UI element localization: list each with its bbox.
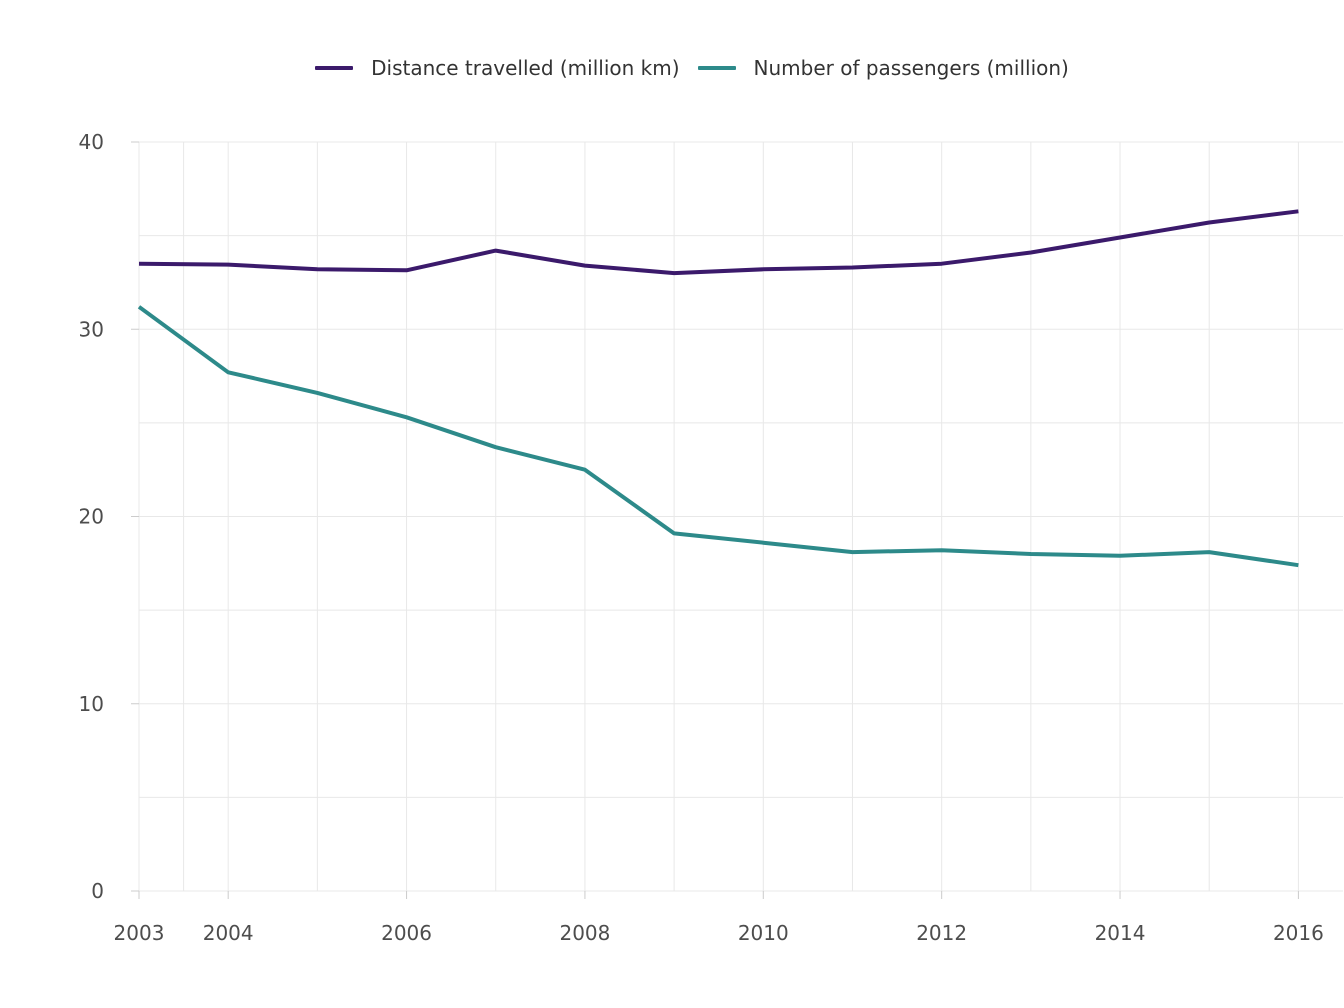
x-tick-label: 2008 [559, 921, 610, 945]
legend-swatch-passengers [697, 66, 736, 70]
x-tick-label: 2003 [114, 921, 165, 945]
legend-swatch-distance [315, 66, 354, 70]
x-tick-label: 2006 [381, 921, 432, 945]
x-tick-label: 2016 [1273, 921, 1324, 945]
y-tick-label: 30 [79, 317, 104, 341]
y-tick-label: 10 [79, 692, 104, 716]
x-tick-label: 2010 [738, 921, 789, 945]
y-tick-label: 20 [79, 505, 104, 529]
legend-label-distance: Distance travelled (million km) [371, 56, 680, 80]
y-tick-label: 0 [91, 879, 104, 903]
x-tick-label: 2012 [916, 921, 967, 945]
series-line-0 [138, 209, 1299, 276]
legend-item-passengers: Number of passengers (million) [697, 56, 1069, 80]
legend: Distance travelled (million km) Number o… [0, 56, 1344, 80]
series-line-1 [137, 305, 1299, 568]
legend-label-passengers: Number of passengers (million) [753, 56, 1069, 80]
x-tick-label: 2004 [203, 921, 254, 945]
y-tick-label: 40 [79, 130, 104, 154]
x-tick-label: 2014 [1095, 921, 1146, 945]
legend-item-distance: Distance travelled (million km) [315, 56, 680, 80]
